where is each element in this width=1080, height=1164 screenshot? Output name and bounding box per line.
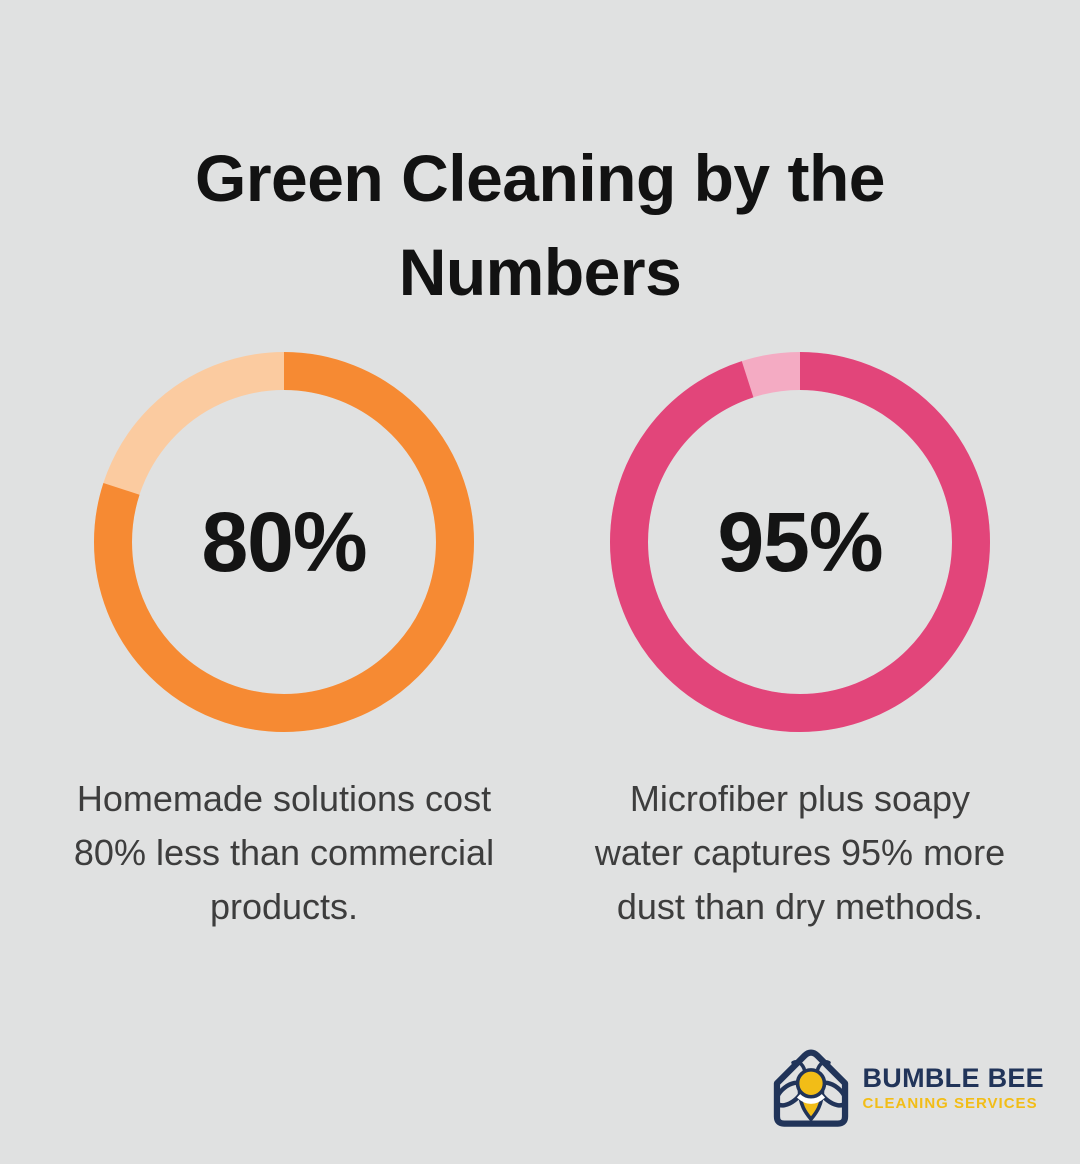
- chart-column-microfiber: 95% Microfiber plus soapy water captures…: [544, 352, 1056, 970]
- chart-caption: Microfiber plus soapy water captures 95%…: [594, 778, 1006, 927]
- percent-label: 95%: [717, 494, 883, 589]
- donut-chart-95: 95%: [610, 352, 990, 732]
- chart-caption: Homemade solutions cost 80% less than co…: [73, 778, 495, 927]
- logo-text: BUMBLE BEE CLEANING SERVICES: [862, 1062, 1044, 1114]
- brand-logo: BUMBLE BEE CLEANING SERVICES: [766, 1043, 1044, 1134]
- donut-chart-80: 80%: [94, 352, 474, 732]
- page-title: Green Cleaning by the Numbers: [195, 141, 885, 309]
- bee-in-house-icon: [766, 1043, 856, 1134]
- logo-brand-name: BUMBLE BEE: [862, 1062, 1044, 1093]
- chart-column-homemade-solutions: 80% Homemade solutions cost 80% less tha…: [28, 352, 540, 970]
- logo-tagline: CLEANING SERVICES: [862, 1095, 1038, 1113]
- donut-ring: [610, 352, 990, 732]
- percent-label: 80%: [201, 494, 367, 589]
- donut-ring: [94, 352, 474, 732]
